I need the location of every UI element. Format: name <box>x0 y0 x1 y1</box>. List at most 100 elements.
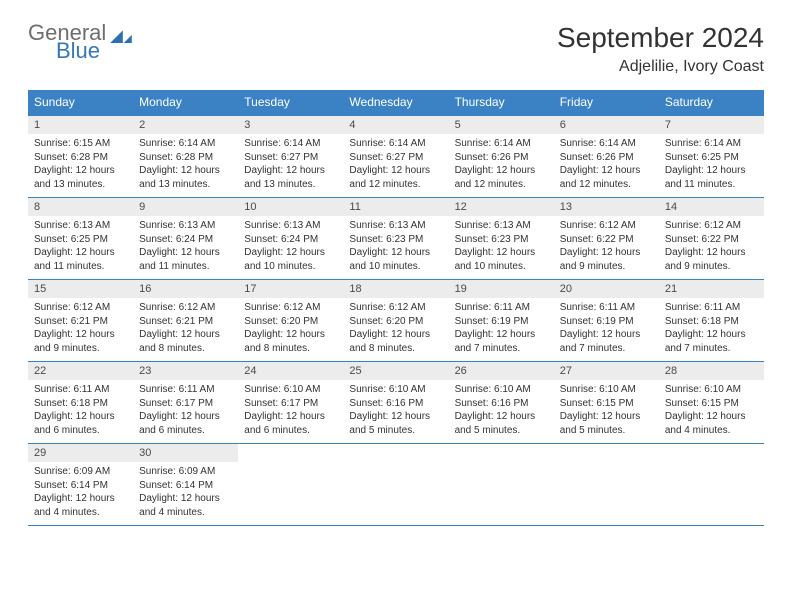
calendar-day-cell: 25Sunrise: 6:10 AMSunset: 6:16 PMDayligh… <box>343 362 448 443</box>
logo-text-block: General Blue <box>28 22 106 62</box>
day-number: 4 <box>343 116 448 134</box>
calendar-day-cell: 11Sunrise: 6:13 AMSunset: 6:23 PMDayligh… <box>343 198 448 279</box>
weekday-header-row: SundayMondayTuesdayWednesdayThursdayFrid… <box>28 90 764 114</box>
calendar-page: General Blue September 2024 Adjelilie, I… <box>0 0 792 548</box>
calendar-day-cell: 15Sunrise: 6:12 AMSunset: 6:21 PMDayligh… <box>28 280 133 361</box>
day-number: 18 <box>343 280 448 298</box>
day-number: 24 <box>238 362 343 380</box>
logo-mark-icon <box>110 25 132 43</box>
day-number: 26 <box>449 362 554 380</box>
day-number: 19 <box>449 280 554 298</box>
calendar-grid: 1Sunrise: 6:15 AMSunset: 6:28 PMDaylight… <box>28 114 764 526</box>
weekday-header: Friday <box>554 90 659 114</box>
day-info: Sunrise: 6:13 AMSunset: 6:24 PMDaylight:… <box>133 216 238 279</box>
calendar-week-row: 22Sunrise: 6:11 AMSunset: 6:18 PMDayligh… <box>28 362 764 444</box>
header: General Blue September 2024 Adjelilie, I… <box>28 22 764 76</box>
day-info: Sunrise: 6:13 AMSunset: 6:25 PMDaylight:… <box>28 216 133 279</box>
day-info: Sunrise: 6:10 AMSunset: 6:16 PMDaylight:… <box>449 380 554 443</box>
day-info: Sunrise: 6:14 AMSunset: 6:25 PMDaylight:… <box>659 134 764 197</box>
day-info: Sunrise: 6:10 AMSunset: 6:16 PMDaylight:… <box>343 380 448 443</box>
calendar-empty-cell <box>343 444 448 525</box>
day-number: 15 <box>28 280 133 298</box>
day-info: Sunrise: 6:12 AMSunset: 6:21 PMDaylight:… <box>133 298 238 361</box>
calendar-day-cell: 14Sunrise: 6:12 AMSunset: 6:22 PMDayligh… <box>659 198 764 279</box>
day-info: Sunrise: 6:13 AMSunset: 6:23 PMDaylight:… <box>343 216 448 279</box>
calendar-day-cell: 4Sunrise: 6:14 AMSunset: 6:27 PMDaylight… <box>343 116 448 197</box>
calendar-day-cell: 7Sunrise: 6:14 AMSunset: 6:25 PMDaylight… <box>659 116 764 197</box>
calendar-week-row: 1Sunrise: 6:15 AMSunset: 6:28 PMDaylight… <box>28 116 764 198</box>
calendar-day-cell: 13Sunrise: 6:12 AMSunset: 6:22 PMDayligh… <box>554 198 659 279</box>
day-number: 2 <box>133 116 238 134</box>
calendar-day-cell: 1Sunrise: 6:15 AMSunset: 6:28 PMDaylight… <box>28 116 133 197</box>
calendar-day-cell: 30Sunrise: 6:09 AMSunset: 6:14 PMDayligh… <box>133 444 238 525</box>
day-info: Sunrise: 6:14 AMSunset: 6:26 PMDaylight:… <box>449 134 554 197</box>
logo: General Blue <box>28 22 132 62</box>
day-info: Sunrise: 6:11 AMSunset: 6:18 PMDaylight:… <box>28 380 133 443</box>
calendar-day-cell: 3Sunrise: 6:14 AMSunset: 6:27 PMDaylight… <box>238 116 343 197</box>
day-number: 22 <box>28 362 133 380</box>
day-number: 9 <box>133 198 238 216</box>
calendar-day-cell: 5Sunrise: 6:14 AMSunset: 6:26 PMDaylight… <box>449 116 554 197</box>
calendar-week-row: 15Sunrise: 6:12 AMSunset: 6:21 PMDayligh… <box>28 280 764 362</box>
day-number: 3 <box>238 116 343 134</box>
calendar-day-cell: 9Sunrise: 6:13 AMSunset: 6:24 PMDaylight… <box>133 198 238 279</box>
day-info: Sunrise: 6:13 AMSunset: 6:23 PMDaylight:… <box>449 216 554 279</box>
calendar-day-cell: 6Sunrise: 6:14 AMSunset: 6:26 PMDaylight… <box>554 116 659 197</box>
day-info: Sunrise: 6:10 AMSunset: 6:15 PMDaylight:… <box>659 380 764 443</box>
day-info: Sunrise: 6:12 AMSunset: 6:22 PMDaylight:… <box>554 216 659 279</box>
weekday-header: Saturday <box>659 90 764 114</box>
day-info: Sunrise: 6:14 AMSunset: 6:27 PMDaylight:… <box>343 134 448 197</box>
calendar-day-cell: 24Sunrise: 6:10 AMSunset: 6:17 PMDayligh… <box>238 362 343 443</box>
day-number: 11 <box>343 198 448 216</box>
day-number: 28 <box>659 362 764 380</box>
day-info: Sunrise: 6:12 AMSunset: 6:20 PMDaylight:… <box>238 298 343 361</box>
calendar-day-cell: 27Sunrise: 6:10 AMSunset: 6:15 PMDayligh… <box>554 362 659 443</box>
day-info: Sunrise: 6:14 AMSunset: 6:27 PMDaylight:… <box>238 134 343 197</box>
calendar-empty-cell <box>449 444 554 525</box>
calendar-day-cell: 20Sunrise: 6:11 AMSunset: 6:19 PMDayligh… <box>554 280 659 361</box>
weekday-header: Tuesday <box>238 90 343 114</box>
calendar-week-row: 29Sunrise: 6:09 AMSunset: 6:14 PMDayligh… <box>28 444 764 526</box>
day-info: Sunrise: 6:12 AMSunset: 6:20 PMDaylight:… <box>343 298 448 361</box>
day-number: 6 <box>554 116 659 134</box>
calendar-day-cell: 22Sunrise: 6:11 AMSunset: 6:18 PMDayligh… <box>28 362 133 443</box>
weekday-header: Monday <box>133 90 238 114</box>
day-info: Sunrise: 6:11 AMSunset: 6:18 PMDaylight:… <box>659 298 764 361</box>
day-number: 14 <box>659 198 764 216</box>
weekday-header: Thursday <box>449 90 554 114</box>
calendar-empty-cell <box>659 444 764 525</box>
calendar-day-cell: 23Sunrise: 6:11 AMSunset: 6:17 PMDayligh… <box>133 362 238 443</box>
calendar-day-cell: 18Sunrise: 6:12 AMSunset: 6:20 PMDayligh… <box>343 280 448 361</box>
day-info: Sunrise: 6:09 AMSunset: 6:14 PMDaylight:… <box>133 462 238 525</box>
day-number: 25 <box>343 362 448 380</box>
day-info: Sunrise: 6:14 AMSunset: 6:26 PMDaylight:… <box>554 134 659 197</box>
day-info: Sunrise: 6:11 AMSunset: 6:17 PMDaylight:… <box>133 380 238 443</box>
day-number: 21 <box>659 280 764 298</box>
day-number: 29 <box>28 444 133 462</box>
day-info: Sunrise: 6:13 AMSunset: 6:24 PMDaylight:… <box>238 216 343 279</box>
day-number: 16 <box>133 280 238 298</box>
day-info: Sunrise: 6:10 AMSunset: 6:15 PMDaylight:… <box>554 380 659 443</box>
calendar-week-row: 8Sunrise: 6:13 AMSunset: 6:25 PMDaylight… <box>28 198 764 280</box>
calendar-day-cell: 21Sunrise: 6:11 AMSunset: 6:18 PMDayligh… <box>659 280 764 361</box>
day-info: Sunrise: 6:11 AMSunset: 6:19 PMDaylight:… <box>449 298 554 361</box>
weekday-header: Sunday <box>28 90 133 114</box>
calendar-day-cell: 10Sunrise: 6:13 AMSunset: 6:24 PMDayligh… <box>238 198 343 279</box>
day-number: 20 <box>554 280 659 298</box>
day-info: Sunrise: 6:14 AMSunset: 6:28 PMDaylight:… <box>133 134 238 197</box>
calendar-day-cell: 16Sunrise: 6:12 AMSunset: 6:21 PMDayligh… <box>133 280 238 361</box>
title-block: September 2024 Adjelilie, Ivory Coast <box>557 22 764 76</box>
calendar-day-cell: 8Sunrise: 6:13 AMSunset: 6:25 PMDaylight… <box>28 198 133 279</box>
calendar-empty-cell <box>554 444 659 525</box>
logo-word-blue: Blue <box>56 40 106 62</box>
day-number: 1 <box>28 116 133 134</box>
day-number: 23 <box>133 362 238 380</box>
day-number: 10 <box>238 198 343 216</box>
month-title: September 2024 <box>557 22 764 54</box>
location-label: Adjelilie, Ivory Coast <box>557 58 764 76</box>
calendar-day-cell: 19Sunrise: 6:11 AMSunset: 6:19 PMDayligh… <box>449 280 554 361</box>
day-info: Sunrise: 6:15 AMSunset: 6:28 PMDaylight:… <box>28 134 133 197</box>
calendar-day-cell: 2Sunrise: 6:14 AMSunset: 6:28 PMDaylight… <box>133 116 238 197</box>
calendar-day-cell: 28Sunrise: 6:10 AMSunset: 6:15 PMDayligh… <box>659 362 764 443</box>
day-info: Sunrise: 6:11 AMSunset: 6:19 PMDaylight:… <box>554 298 659 361</box>
